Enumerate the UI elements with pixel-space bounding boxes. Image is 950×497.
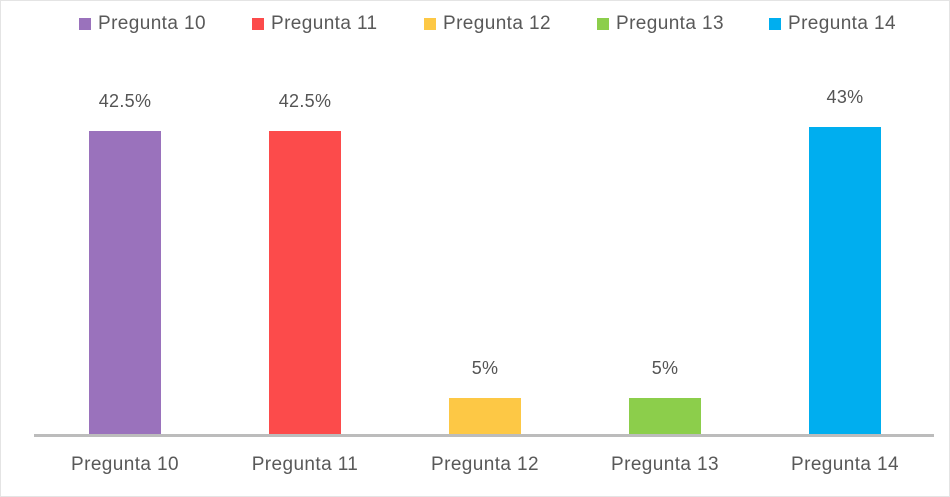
legend-swatch-icon — [769, 18, 781, 30]
bar-pregunta-10 — [89, 131, 161, 434]
legend-label: Pregunta 12 — [443, 13, 551, 34]
legend-item: Pregunta 12 — [424, 12, 551, 36]
bar-pregunta-14 — [809, 127, 881, 434]
bar-pregunta-13 — [629, 398, 701, 434]
x-axis-label: Pregunta 11 — [251, 454, 359, 475]
legend-label: Pregunta 13 — [616, 13, 724, 34]
bar-pregunta-11 — [269, 131, 341, 434]
bar-value-label: 43% — [826, 87, 864, 107]
legend-item: Pregunta 10 — [79, 12, 206, 36]
legend-swatch-icon — [252, 18, 264, 30]
x-axis-label: Pregunta 12 — [431, 454, 539, 475]
legend-item: Pregunta 13 — [597, 12, 724, 36]
x-axis-line — [34, 434, 934, 437]
bar-pregunta-12 — [449, 398, 521, 434]
legend-item: Pregunta 14 — [769, 12, 896, 36]
bar-value-label: 5% — [471, 358, 499, 378]
legend-swatch-icon — [79, 18, 91, 30]
legend-label: Pregunta 14 — [788, 13, 896, 34]
legend-item: Pregunta 11 — [252, 12, 378, 36]
bar-value-label: 42.5% — [98, 91, 152, 111]
bar-value-label: 5% — [651, 358, 679, 378]
x-axis-label: Pregunta 13 — [611, 454, 719, 475]
x-axis-label: Pregunta 10 — [71, 454, 179, 475]
legend-swatch-icon — [597, 18, 609, 30]
legend-label: Pregunta 11 — [271, 13, 378, 34]
bar-value-label: 42.5% — [278, 91, 332, 111]
legend-label: Pregunta 10 — [98, 13, 206, 34]
x-axis-label: Pregunta 14 — [791, 454, 899, 475]
legend-swatch-icon — [424, 18, 436, 30]
